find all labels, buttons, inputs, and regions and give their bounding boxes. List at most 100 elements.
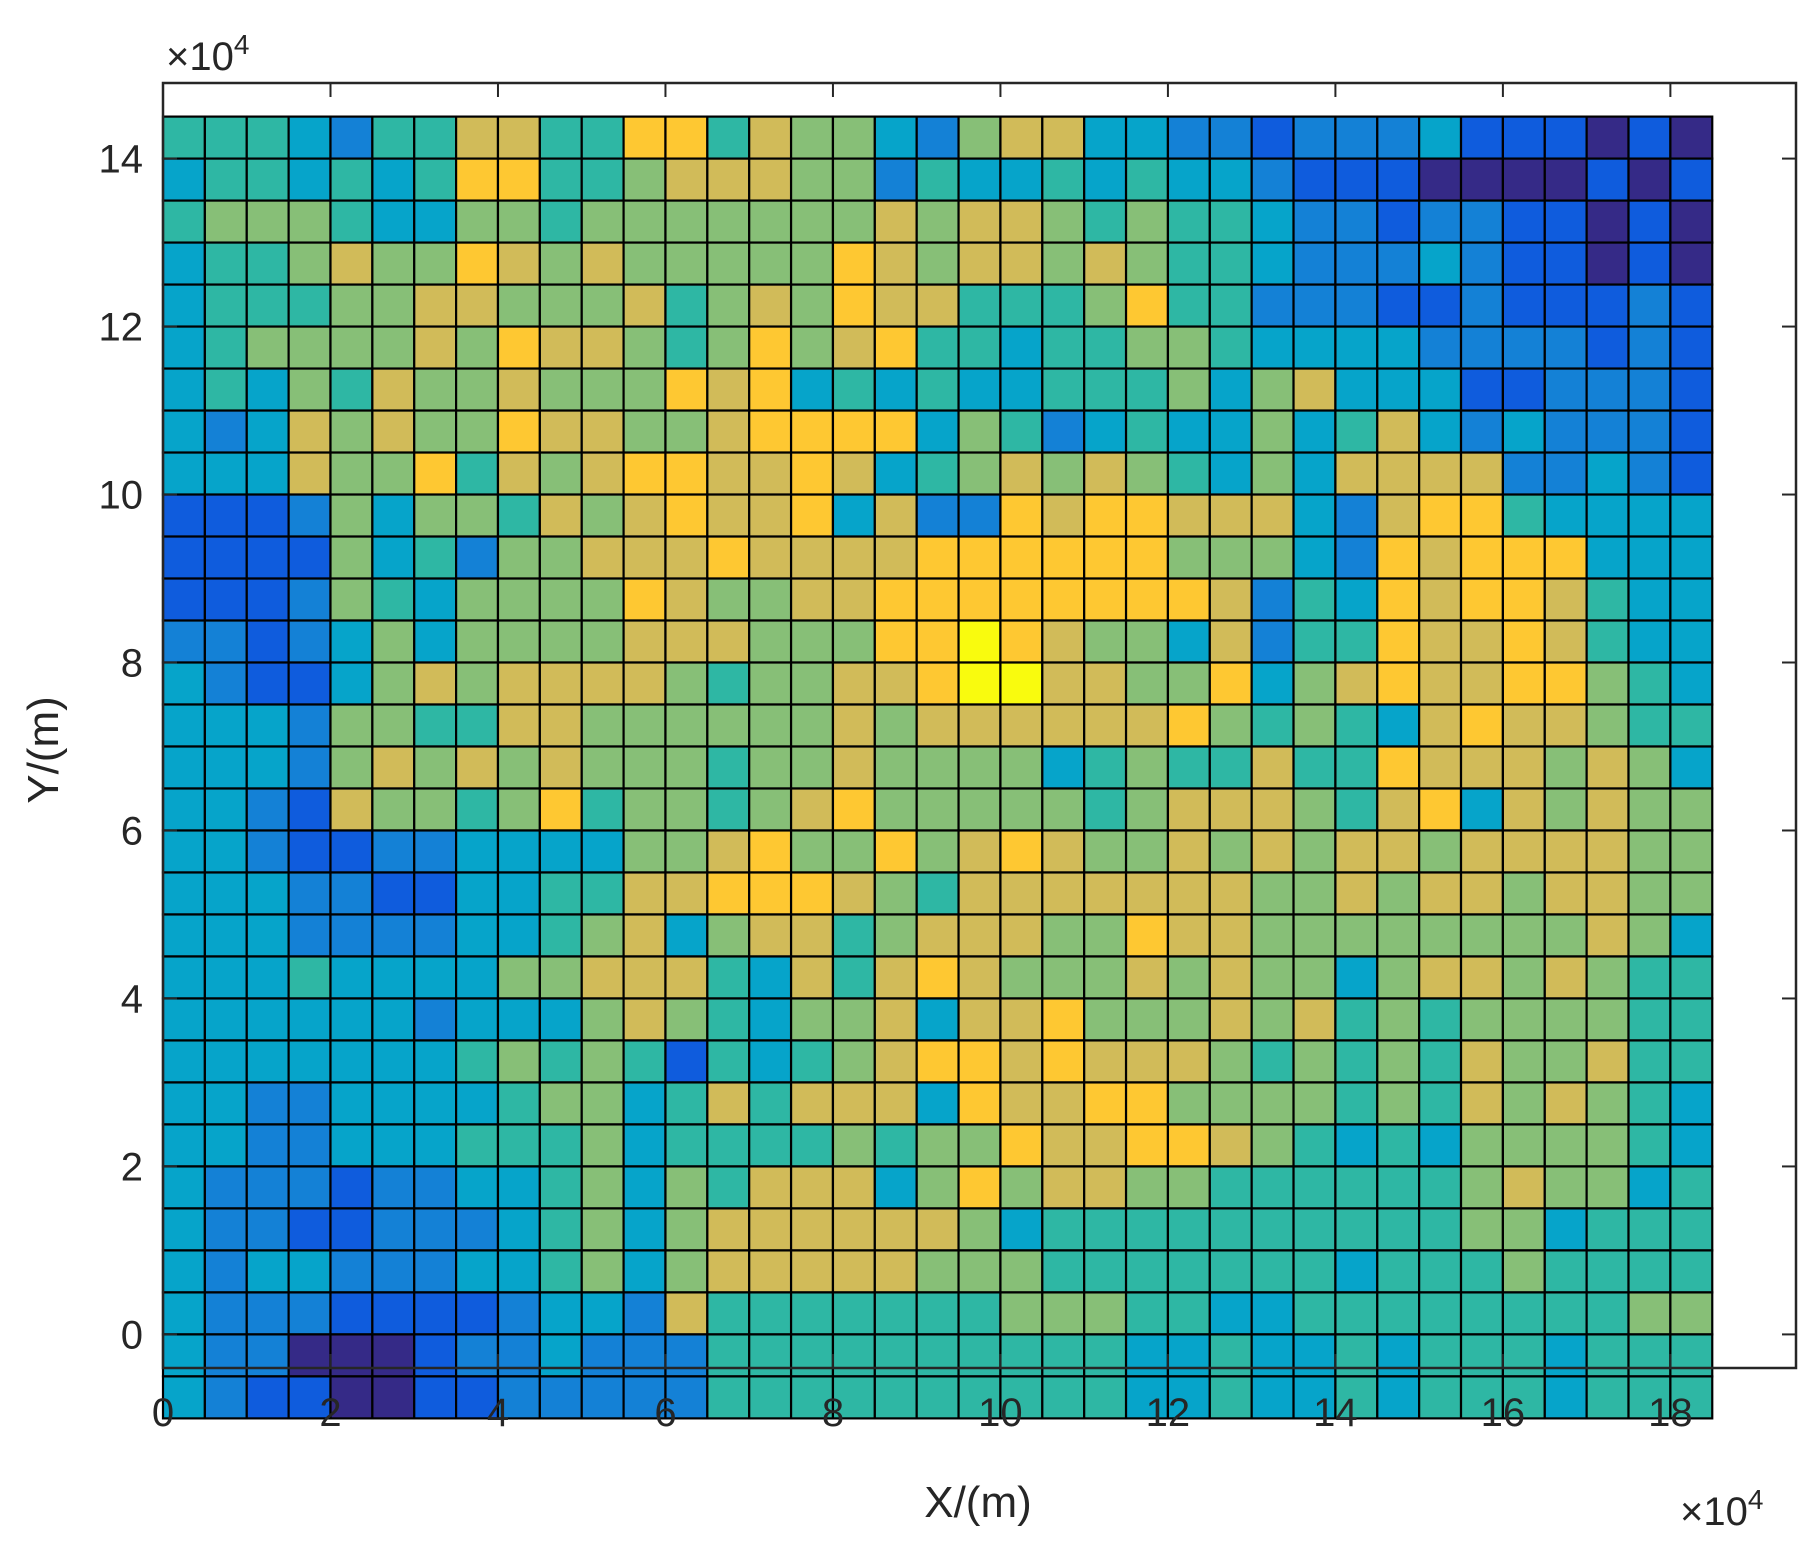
heatmap-cell	[1501, 1123, 1546, 1168]
heatmap-cell	[245, 787, 290, 832]
heatmap-cell	[413, 661, 458, 706]
heatmap-cell	[957, 1039, 1002, 1084]
heatmap-cell	[1627, 199, 1672, 244]
heatmap-cell	[789, 913, 835, 958]
heatmap-cell	[999, 1333, 1044, 1378]
heatmap-cell	[664, 703, 709, 748]
heatmap-cell	[287, 955, 332, 1000]
heatmap-cell	[1376, 1081, 1421, 1126]
heatmap-cell	[1083, 1039, 1128, 1084]
heatmap-cell	[957, 787, 1002, 832]
heatmap-cell	[1250, 577, 1295, 622]
heatmap-cell	[1124, 955, 1170, 1000]
heatmap-cell	[831, 325, 876, 370]
heatmap-cell	[1041, 1375, 1086, 1420]
heatmap-cell	[413, 997, 458, 1042]
heatmap-cell	[1292, 1249, 1337, 1294]
heatmap-cell	[245, 703, 290, 748]
heatmap-cell	[999, 1165, 1044, 1210]
heatmap-cell	[1334, 367, 1379, 412]
heatmap-cell	[1041, 535, 1086, 580]
heatmap-cell	[999, 1039, 1044, 1084]
heatmap-cell	[1585, 115, 1630, 160]
heatmap-cell	[1627, 661, 1672, 706]
heatmap-cell	[245, 871, 290, 916]
heatmap-cell	[455, 283, 500, 328]
heatmap-cell	[1543, 1291, 1588, 1336]
heatmap-cell	[1208, 1165, 1253, 1210]
heatmap-cell	[831, 787, 876, 832]
heatmap-cell	[1250, 325, 1295, 370]
heatmap-cell	[873, 493, 918, 538]
heatmap-cell	[538, 577, 583, 622]
heatmap-cell	[706, 241, 751, 286]
heatmap-cell	[748, 1207, 793, 1252]
y-axis-label: Y/(m)	[19, 696, 68, 804]
heatmap-cell	[1585, 829, 1630, 874]
heatmap-cell	[245, 619, 290, 664]
heatmap-cell	[455, 199, 500, 244]
heatmap-cell	[664, 409, 709, 454]
heatmap-cell	[371, 577, 416, 622]
heatmap-cell	[1166, 619, 1211, 664]
heatmap-cell	[1334, 451, 1379, 496]
heatmap-cell	[1459, 325, 1504, 370]
heatmap-cell	[161, 1291, 206, 1336]
heatmap-cell	[455, 241, 500, 286]
heatmap-cell	[1585, 871, 1630, 916]
heatmap-cell	[538, 241, 583, 286]
heatmap-cell	[203, 1333, 248, 1378]
heatmap-cell	[580, 997, 625, 1042]
heatmap-cell	[915, 871, 960, 916]
heatmap-cell	[1124, 1039, 1170, 1084]
heatmap-cell	[1543, 787, 1588, 832]
heatmap-cell	[538, 1081, 583, 1126]
heatmap-cell	[622, 199, 667, 244]
heatmap-cell	[287, 619, 332, 664]
heatmap-cell	[957, 535, 1002, 580]
heatmap-cell	[161, 157, 206, 202]
heatmap-cell	[413, 577, 458, 622]
heatmap-cell	[1208, 1123, 1253, 1168]
heatmap-cell	[413, 1039, 458, 1084]
heatmap-cell	[1627, 241, 1672, 286]
heatmap-cell	[1418, 1207, 1463, 1252]
heatmap-cell	[1459, 1375, 1504, 1420]
heatmap-cell	[1083, 1249, 1128, 1294]
heatmap-cell	[1250, 157, 1295, 202]
heatmap-cell	[1501, 493, 1546, 538]
heatmap-cell	[1250, 535, 1295, 580]
heatmap-cell	[1334, 955, 1379, 1000]
y-axis-exponent: ×104	[166, 29, 249, 79]
heatmap-cell	[371, 1207, 416, 1252]
heatmap-cell	[496, 1207, 541, 1252]
x-tick-label: 8	[822, 1391, 844, 1435]
heatmap-cell	[1627, 1207, 1672, 1252]
heatmap-cell	[1543, 157, 1588, 202]
heatmap-cell	[915, 367, 960, 412]
heatmap-cell	[1627, 745, 1672, 790]
heatmap-cell	[1459, 577, 1504, 622]
heatmap-cell	[1250, 1123, 1295, 1168]
heatmap-cell	[1250, 241, 1295, 286]
heatmap-cell	[789, 1291, 835, 1336]
heatmap-cell	[1166, 661, 1211, 706]
heatmap-cell	[1376, 787, 1421, 832]
heatmap-cell	[1166, 1249, 1211, 1294]
heatmap-cell	[1418, 1333, 1463, 1378]
heatmap-cell	[1418, 913, 1463, 958]
heatmap-cell	[245, 283, 290, 328]
heatmap-cell	[957, 1165, 1002, 1210]
heatmap-cell	[1627, 409, 1672, 454]
heatmap-cell	[664, 1123, 709, 1168]
heatmap-cell	[706, 787, 751, 832]
heatmap-cell	[831, 1207, 876, 1252]
heatmap-cell	[622, 1081, 667, 1126]
heatmap-cell	[622, 913, 667, 958]
heatmap-cell	[622, 1039, 667, 1084]
heatmap-cell	[245, 241, 290, 286]
heatmap-cell	[371, 871, 416, 916]
heatmap-cell	[1459, 661, 1504, 706]
y-tick-label: 4	[121, 977, 143, 1021]
heatmap-cell	[1627, 703, 1672, 748]
